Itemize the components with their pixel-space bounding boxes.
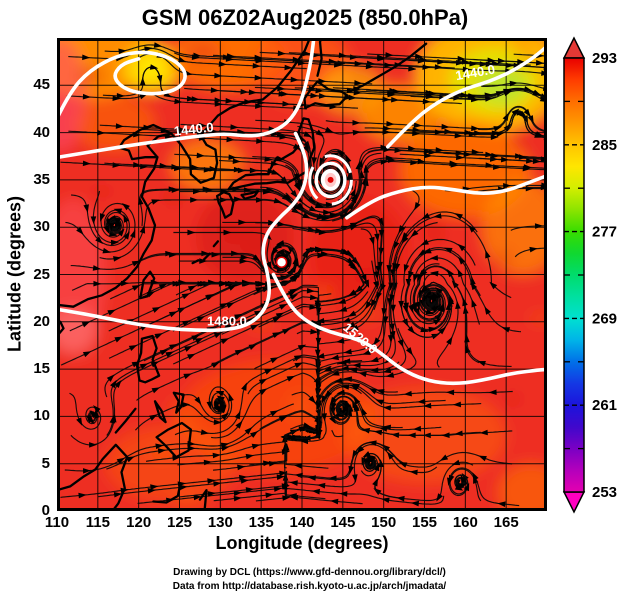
x-tick-label: 115: [85, 514, 110, 531]
colorbar-tick-label: 269: [592, 310, 617, 327]
x-tick-label: 130: [207, 514, 233, 531]
y-tick-label: 45: [33, 76, 50, 94]
colorbar-tick-label: 253: [592, 484, 617, 501]
colorbar-svg: 293 285 277 269 261 253: [562, 36, 617, 514]
y-tick-label: 0: [41, 502, 50, 519]
x-tick-label: 135: [248, 514, 274, 531]
x-axis-label: Longitude (degrees): [215, 533, 389, 553]
colorbar-tick-label: 285: [592, 137, 617, 154]
colorbar: 293 285 277 269 261 253: [560, 36, 618, 521]
x-tick-label: 155: [411, 514, 438, 531]
coastlines: [57, 38, 428, 511]
y-tick-label: 20: [33, 312, 50, 330]
x-tick-label: 160: [452, 514, 478, 531]
x-tick-label: 150: [371, 514, 397, 531]
y-tick-label: 30: [33, 218, 50, 236]
contour-label: 1440.0: [173, 119, 214, 138]
colorbar-tick-label: 261: [592, 397, 617, 414]
x-tick-label: 145: [330, 514, 356, 531]
y-tick-label: 15: [33, 360, 50, 378]
typhoon-rings: [275, 154, 353, 268]
x-tick-label: 110: [44, 514, 70, 531]
x-tick-label: 125: [166, 514, 193, 531]
y-tick-label: 40: [33, 123, 50, 141]
credit-dcl: Drawing by DCL (https://www.gfd-dennou.o…: [173, 567, 446, 578]
height-contours: [57, 38, 547, 386]
chart-title: GSM 06Z02Aug2025 (850.0hPa): [141, 5, 469, 30]
x-tick-label: 140: [289, 514, 315, 531]
map-plot: 1440.0 1440.0 1480.0 1520.0: [57, 38, 547, 511]
y-tick-label: 10: [33, 407, 50, 425]
colorbar-tick-label: 293: [592, 50, 617, 67]
x-tick-label: 120: [126, 514, 152, 531]
y-tick-label: 5: [41, 454, 50, 472]
x-tick-label: 165: [493, 514, 519, 531]
colorbar-tick-label: 277: [592, 224, 617, 241]
contour-label: 1440.0: [454, 62, 496, 84]
y-tick-label: 25: [33, 265, 50, 283]
credit-data: Data from http://database.rish.kyoto-u.a…: [172, 581, 447, 592]
y-tick-label: 35: [33, 170, 50, 188]
contour-label: 1480.0: [207, 314, 247, 329]
